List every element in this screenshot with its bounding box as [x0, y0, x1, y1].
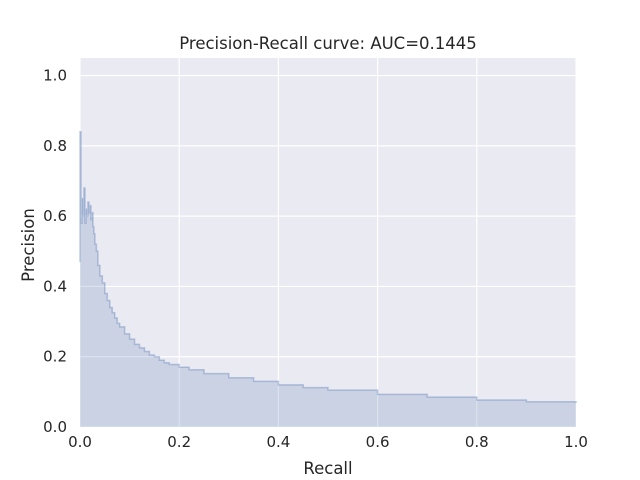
y-tick-label: 0.0	[43, 418, 67, 436]
x-tick-label: 0.6	[366, 433, 390, 451]
x-tick-label: 0.2	[167, 433, 191, 451]
y-axis-label: Precision	[19, 208, 38, 282]
y-tick-label: 0.6	[43, 207, 67, 225]
x-tick-label: 0.0	[68, 433, 92, 451]
chart-title: Precision-Recall curve: AUC=0.1445	[179, 34, 477, 53]
x-tick-labels: 0.0 0.2 0.4 0.6 0.8 1.0	[68, 433, 588, 451]
y-tick-labels: 0.0 0.2 0.4 0.6 0.8 1.0	[43, 67, 67, 436]
y-tick-label: 0.4	[43, 277, 67, 295]
x-tick-label: 1.0	[564, 433, 588, 451]
y-tick-label: 0.2	[43, 348, 67, 366]
x-tick-label: 0.4	[266, 433, 290, 451]
grid-lines	[79, 58, 577, 428]
x-axis-label: Recall	[303, 459, 352, 478]
x-tick-label: 0.8	[465, 433, 489, 451]
pr-curve-line	[79, 131, 577, 404]
y-tick-label: 1.0	[43, 67, 67, 85]
y-tick-label: 0.8	[43, 137, 67, 155]
pr-curve-fill	[80, 131, 576, 428]
plot-background	[80, 58, 576, 427]
